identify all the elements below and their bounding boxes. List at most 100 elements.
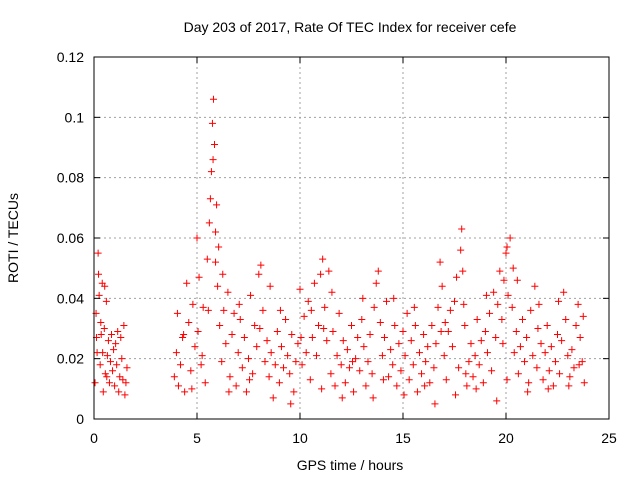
data-point: [212, 258, 220, 266]
data-point: [383, 297, 391, 305]
data-point: [514, 370, 522, 378]
data-point: [533, 364, 541, 372]
data-point: [558, 337, 566, 345]
data-point: [378, 352, 386, 360]
data-point: [109, 367, 117, 375]
data-point: [471, 352, 479, 360]
y-tick-label: 0.06: [57, 230, 84, 246]
y-axis-ticks: 0 0.02 0.04 0.06 0.08 0.1 0.12: [57, 49, 609, 427]
data-point: [310, 279, 318, 287]
data-point: [290, 388, 298, 396]
data-point: [235, 300, 243, 308]
data-point: [280, 364, 288, 372]
x-axis-ticks: 0 5 10 15 20 25: [90, 57, 617, 446]
data-point: [531, 282, 539, 290]
data-point: [188, 385, 196, 393]
data-point: [215, 243, 223, 251]
data-point: [442, 376, 450, 384]
data-point: [209, 156, 217, 164]
data-point: [451, 297, 458, 305]
data-point: [95, 270, 103, 278]
data-point: [401, 352, 409, 360]
data-point: [119, 376, 127, 384]
data-point: [461, 321, 469, 329]
data-point: [96, 361, 104, 369]
data-point: [436, 258, 444, 266]
data-point: [579, 312, 587, 320]
data-point: [364, 358, 372, 366]
data-point: [580, 379, 588, 387]
data-point: [263, 337, 271, 345]
data-point: [467, 340, 475, 348]
data-point: [317, 270, 325, 278]
data-point: [426, 379, 434, 387]
data-point: [189, 300, 197, 308]
data-point: [117, 334, 125, 342]
data-point: [187, 367, 195, 375]
data-point: [345, 364, 353, 372]
data-point: [446, 306, 454, 314]
data-point: [518, 315, 526, 323]
data-point: [516, 343, 524, 351]
data-point: [181, 388, 189, 396]
data-point: [273, 328, 281, 336]
data-point: [415, 349, 423, 357]
data-point: [390, 294, 398, 302]
y-tick-label: 0: [76, 411, 84, 427]
data-point: [486, 309, 494, 317]
data-point: [488, 367, 496, 375]
chart-title: Day 203 of 2017, Rate Of TEC Index for r…: [184, 19, 517, 35]
data-point: [292, 358, 300, 366]
data-point: [195, 273, 203, 281]
x-tick-label: 5: [193, 430, 201, 446]
data-point: [238, 364, 246, 372]
data-point: [385, 373, 393, 381]
data-point: [372, 279, 380, 287]
data-point: [349, 358, 357, 366]
data-point: [287, 400, 295, 408]
data-point: [434, 303, 442, 311]
data-point: [102, 297, 110, 305]
data-point: [441, 318, 449, 326]
data-point: [185, 318, 193, 326]
data-point: [193, 234, 201, 242]
data-point: [387, 346, 395, 354]
data-point: [97, 318, 105, 326]
data-point: [503, 376, 511, 384]
data-point: [206, 195, 214, 203]
data-point: [220, 306, 228, 314]
data-point: [535, 300, 543, 308]
data-point: [306, 376, 314, 384]
data-point: [214, 282, 222, 290]
data-point: [240, 334, 248, 342]
data-point: [113, 361, 121, 369]
data-point: [101, 370, 109, 378]
y-tick-label: 0.08: [57, 170, 84, 186]
data-point: [106, 358, 114, 366]
data-point: [341, 379, 349, 387]
data-point: [354, 334, 362, 342]
data-point: [312, 352, 320, 360]
data-point: [393, 382, 401, 390]
data-point: [551, 358, 559, 366]
y-tick-label: 0.1: [65, 109, 85, 125]
data-point: [462, 370, 470, 378]
data-point: [368, 370, 376, 378]
data-point: [111, 382, 119, 390]
data-point: [448, 343, 456, 351]
data-point: [566, 373, 574, 381]
data-point: [225, 388, 233, 396]
data-point: [529, 352, 537, 360]
data-point: [440, 352, 448, 360]
data-point: [431, 400, 439, 408]
data-point: [207, 168, 215, 176]
data-point: [455, 364, 463, 372]
data-point: [460, 300, 468, 308]
data-point: [578, 358, 586, 366]
data-point: [209, 95, 217, 103]
data-point: [256, 325, 264, 332]
data-point: [212, 228, 220, 236]
data-point: [201, 379, 209, 387]
data-point: [318, 385, 326, 393]
